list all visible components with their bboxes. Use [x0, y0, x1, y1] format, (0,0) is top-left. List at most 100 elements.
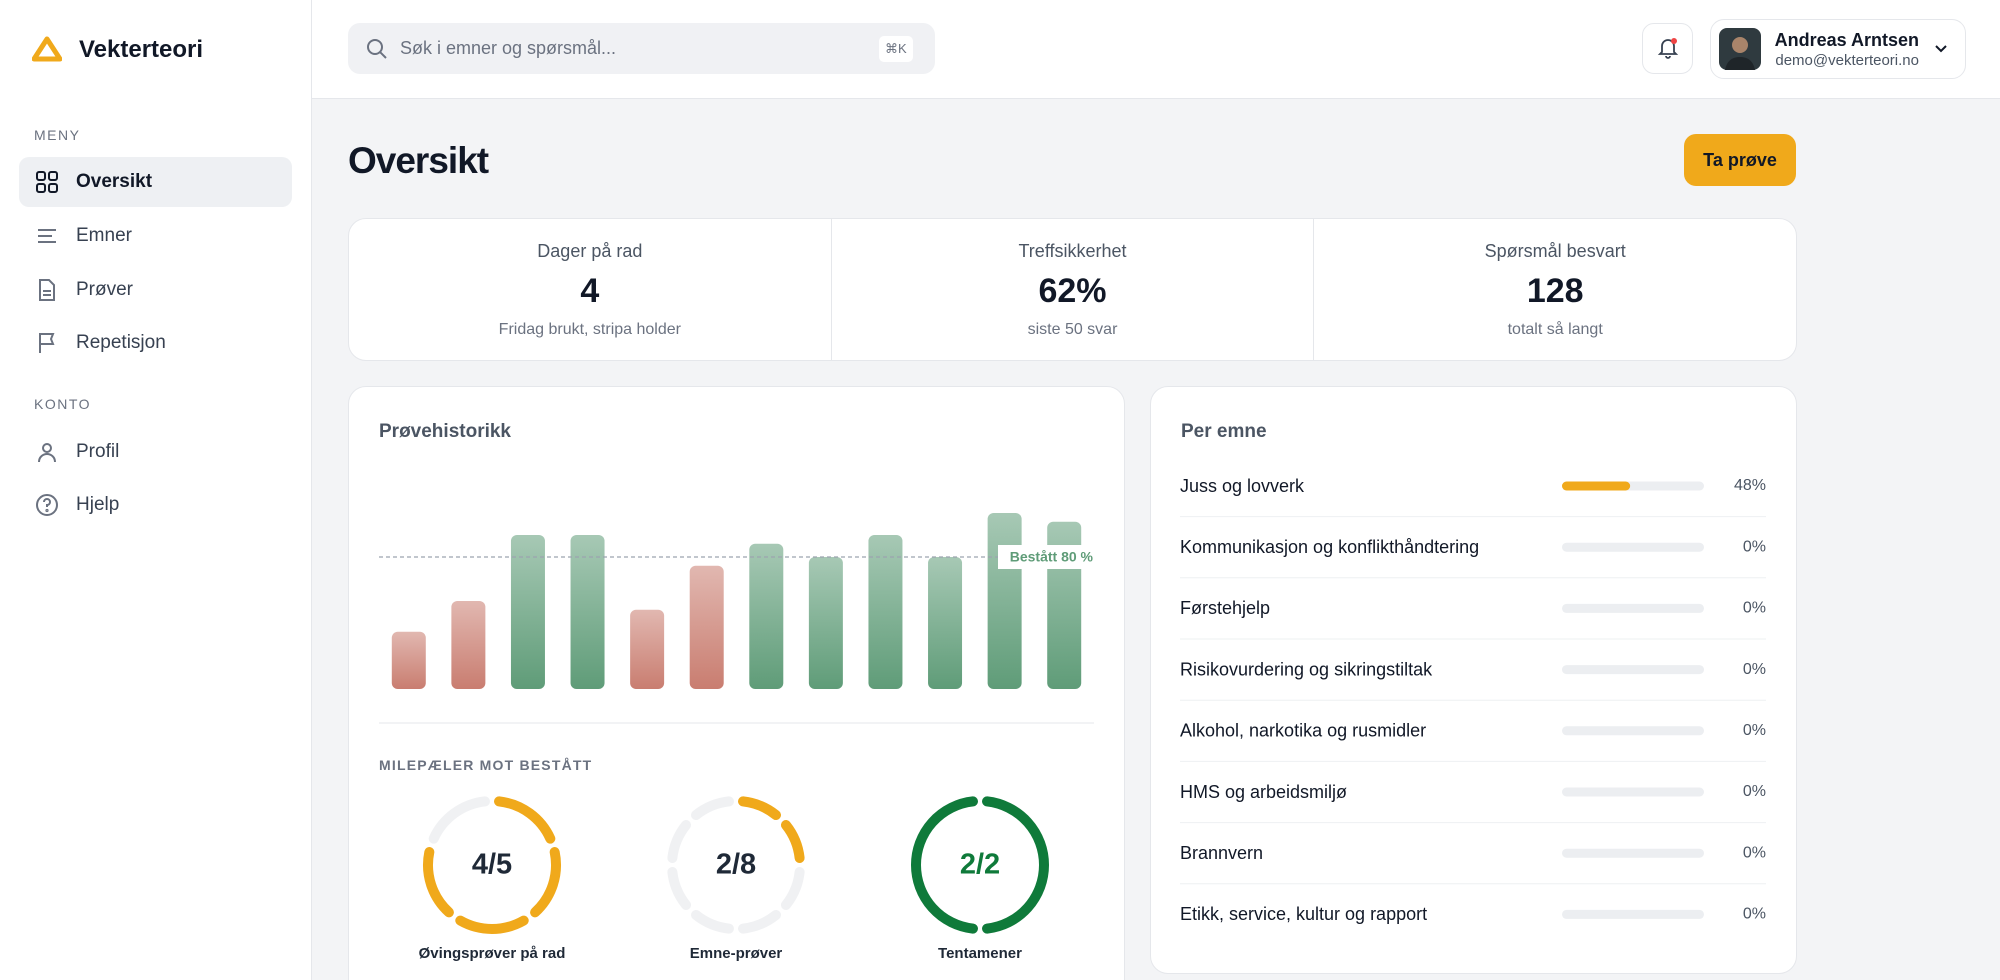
threshold-label: Bestått 80 % [1010, 549, 1094, 565]
nav-item[interactable]: Oversikt [19, 157, 292, 207]
nav-item[interactable]: Profil [19, 427, 292, 477]
bar [451, 601, 486, 689]
section-title: KONTO [34, 396, 92, 412]
bar [868, 535, 903, 689]
user-menu[interactable]: Andreas Arntsen demo@vekterteori.no [1710, 19, 1966, 79]
avatar [1719, 28, 1761, 70]
progress-track [1562, 848, 1704, 858]
milestone-segment [690, 909, 734, 934]
bar [510, 535, 545, 689]
topic-percent: 0% [1743, 600, 1766, 617]
sidebar: Vekterteori MENY Oversikt Emner Prøver R… [0, 0, 312, 980]
threshold-label-bg [998, 545, 1096, 569]
topic-percent: 48% [1734, 477, 1766, 494]
nav-item[interactable]: Repetisjon [19, 318, 292, 368]
stat-label: Dager på rad [537, 241, 643, 261]
stat-value: 4 [580, 272, 600, 310]
user-email: demo@vekterteori.no [1775, 52, 1919, 69]
milestone-segment [780, 819, 805, 863]
progress-track [1562, 603, 1704, 613]
card-title: Prøvehistorikk [379, 421, 511, 442]
stat-sub: totalt så langt [1507, 321, 1603, 338]
stat-label: Treffsikkerhet [1018, 241, 1127, 261]
progress-track [1562, 665, 1704, 675]
nav-label: Hjelp [76, 494, 120, 515]
milestone-segment [982, 796, 1049, 934]
progress-fill [1562, 481, 1631, 491]
topic-percent: 0% [1743, 661, 1766, 678]
milestone-label: Øvingsprøver på rad [419, 945, 566, 962]
milestone-value: 2/2 [960, 849, 1000, 881]
milestone-segment [428, 796, 490, 844]
topic-name: Alkohol, narkotika og rusmidler [1180, 721, 1426, 741]
nav-item[interactable]: Emner [19, 211, 292, 261]
section-title: MILEPÆLER MOT BESTÅTT [379, 757, 593, 773]
notifications[interactable] [1642, 23, 1693, 74]
stat: Treffsikkerhet 62% siste 50 svar [830, 219, 1314, 360]
nav-label: Repetisjon [76, 332, 166, 353]
start-test-button[interactable]: Ta prøve [1684, 134, 1796, 186]
stat: Dager på rad 4 Fridag brukt, stripa holder [349, 219, 831, 360]
stats-card: Dager på rad 4 Fridag brukt, stripa holder… [348, 218, 1797, 361]
bar [749, 543, 784, 689]
user-name: Andreas Arntsen [1774, 30, 1919, 50]
search[interactable]: Søk i emner og spørsmål... ⌘K [348, 23, 935, 74]
nav-item[interactable]: Prøver [19, 265, 292, 315]
milestone-segment [494, 796, 556, 844]
section-title: MENY [34, 127, 81, 143]
topic-percent: 0% [1743, 844, 1766, 861]
milestone-segment [667, 867, 692, 911]
logo [32, 36, 62, 62]
topic-name: Juss og lovverk [1180, 476, 1305, 496]
milestone-segment [911, 796, 978, 934]
topic-name: Risikovurdering og sikringstiltak [1180, 659, 1433, 679]
stat-sub: siste 50 svar [1027, 321, 1118, 338]
topic-percent: 0% [1743, 906, 1766, 923]
topic-name: HMS og arbeidsmiljø [1180, 782, 1347, 802]
nav-label: Emner [76, 225, 132, 246]
milestone-segment [423, 847, 454, 918]
milestone-value: 2/8 [716, 849, 756, 881]
stat: Spørsmål besvart 128 totalt så langt [1313, 219, 1796, 360]
progress-track [1562, 787, 1704, 797]
milestone-segment [667, 819, 692, 863]
milestone-label: Emne-prøver [690, 945, 783, 962]
nav-label: Oversikt [76, 171, 153, 192]
shortcut: ⌘K [879, 36, 913, 62]
milestone-segment [455, 915, 529, 934]
topic-percent: 0% [1743, 538, 1766, 555]
stat-label: Spørsmål besvart [1484, 241, 1626, 261]
milestone-segment [690, 796, 734, 821]
nav-item[interactable]: Hjelp [19, 480, 292, 530]
milestone-segment [738, 909, 782, 934]
bar [689, 565, 724, 689]
bar [928, 557, 963, 689]
milestone-segment [738, 796, 782, 821]
bar [630, 609, 665, 689]
card-title: Per emne [1181, 421, 1267, 442]
stat-value: 62% [1038, 272, 1107, 310]
page-title: Oversikt [348, 140, 489, 181]
bar [570, 535, 605, 689]
bar [391, 631, 426, 689]
stat-value: 128 [1526, 272, 1584, 310]
topic-name: Etikk, service, kultur og rapport [1180, 904, 1427, 924]
topic-percent: 0% [1743, 722, 1766, 739]
topic-name: Førstehjelp [1180, 598, 1270, 618]
milestone-value: 4/5 [472, 849, 512, 881]
stat-sub: Fridag brukt, stripa holder [498, 321, 681, 338]
progress-track [1562, 542, 1704, 552]
milestone-label: Tentamener [938, 945, 1022, 962]
bar [808, 557, 843, 689]
progress-track [1562, 909, 1704, 919]
topic-name: Kommunikasjon og konflikthåndtering [1180, 537, 1479, 557]
topic-name: Brannvern [1180, 843, 1263, 863]
bar [987, 513, 1022, 689]
search-placeholder: Søk i emner og spørsmål... [400, 38, 617, 58]
progress-track [1562, 726, 1704, 736]
milestone-segment [780, 867, 805, 911]
nav-label: Prøver [76, 279, 133, 300]
brand: Vekterteori [79, 36, 204, 63]
